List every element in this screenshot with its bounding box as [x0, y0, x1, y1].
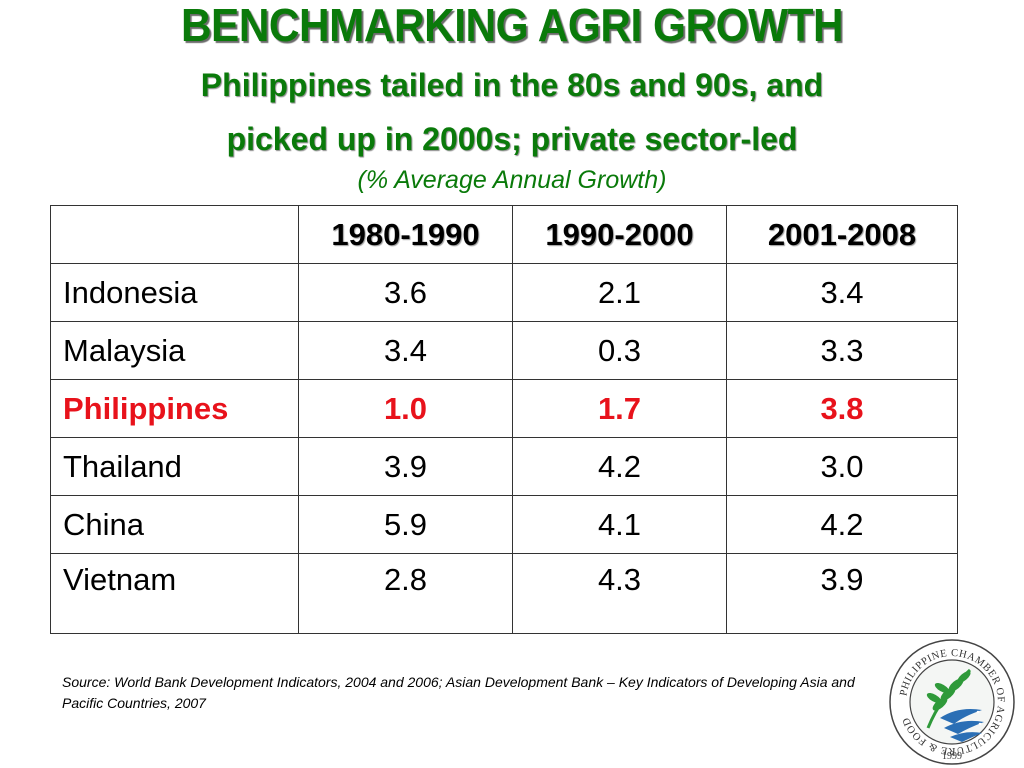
value-cell: 0.3 — [512, 321, 727, 380]
header-1990-2000: 1990-2000 — [512, 205, 727, 264]
value-cell: 3.6 — [298, 263, 513, 322]
header-1980-1990: 1980-1990 — [298, 205, 513, 264]
value-cell: 3.9 — [726, 553, 958, 634]
value-cell: 3.0 — [726, 437, 958, 496]
value-cell: 4.2 — [726, 495, 958, 554]
subtitle-line-1: Philippines tailed in the 80s and 90s, a… — [200, 67, 824, 103]
country-cell: Malaysia — [50, 321, 299, 380]
value-cell: 1.0 — [298, 379, 513, 438]
value-cell: 3.9 — [298, 437, 513, 496]
header-corner — [50, 205, 299, 264]
rice-plant-fish-emblem-icon — [926, 668, 984, 742]
table-row-thailand: Thailand 3.9 4.2 3.0 — [50, 437, 958, 496]
logo-year: 1999 — [942, 751, 962, 762]
table-row-philippines: Philippines 1.0 1.7 3.8 — [50, 379, 958, 438]
value-cell: 4.2 — [512, 437, 727, 496]
value-cell: 3.4 — [298, 321, 513, 380]
header-2001-2008: 2001-2008 — [726, 205, 958, 264]
country-cell: Indonesia — [50, 263, 299, 322]
country-cell: Philippines — [50, 379, 299, 438]
value-cell: 4.3 — [512, 553, 727, 634]
country-cell: China — [50, 495, 299, 554]
source-note: Source: World Bank Development Indicator… — [62, 674, 855, 711]
table-row-indonesia: Indonesia 3.6 2.1 3.4 — [50, 263, 958, 322]
unit-note: (% Average Annual Growth) — [357, 166, 667, 194]
growth-table: 1980-1990 1990-2000 2001-2008 Indonesia … — [50, 205, 958, 634]
subtitle-line-2: picked up in 2000s; private sector-led — [226, 121, 798, 157]
chamber-logo: PHILIPPINE CHAMBER OF AGRICULTURE & FOOD… — [889, 639, 1015, 765]
table-row-malaysia: Malaysia 3.4 0.3 3.3 — [50, 321, 958, 380]
table-row-china: China 5.9 4.1 4.2 — [50, 495, 958, 554]
value-cell: 2.8 — [298, 553, 513, 634]
table-row-vietnam: Vietnam 2.8 4.3 3.9 — [50, 553, 958, 634]
value-cell: 3.4 — [726, 263, 958, 322]
value-cell: 3.3 — [726, 321, 958, 380]
value-cell: 3.8 — [726, 379, 958, 438]
country-cell: Thailand — [50, 437, 299, 496]
value-cell: 4.1 — [512, 495, 727, 554]
slide-subtitle: Philippines tailed in the 80s and 90s, a… — [0, 58, 1024, 166]
country-cell: Vietnam — [50, 553, 299, 634]
value-cell: 2.1 — [512, 263, 727, 322]
table-header-row: 1980-1990 1990-2000 2001-2008 — [50, 205, 958, 264]
slide-title: BENCHMARKING AGRI GROWTH — [180, 0, 844, 51]
value-cell: 5.9 — [298, 495, 513, 554]
value-cell: 1.7 — [512, 379, 727, 438]
